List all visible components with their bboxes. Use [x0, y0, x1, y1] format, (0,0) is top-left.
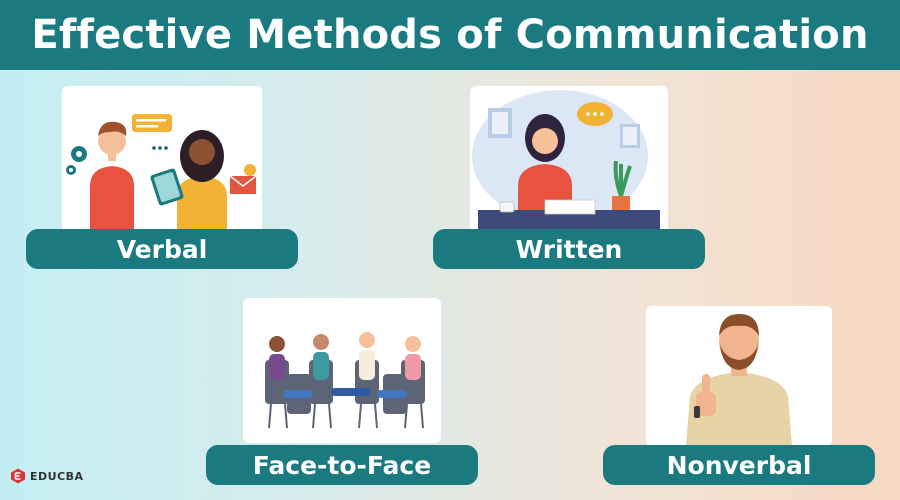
two-people-talking-illustration: [66, 114, 257, 236]
logo-text: EDUCBA: [30, 469, 84, 483]
method-pill-nonverbal: Nonverbal: [603, 445, 875, 485]
method-pill-written: Written: [433, 229, 705, 269]
woman-writing-at-desk-illustration: [472, 90, 660, 232]
page-title: Effective Methods of Communication: [31, 12, 869, 58]
page-header: Effective Methods of Communication: [0, 0, 900, 70]
method-pill-verbal: Verbal: [26, 229, 298, 269]
group-meeting-in-circle-illustration: [265, 332, 425, 429]
written-illustration-card: [470, 86, 668, 232]
face-to-face-illustration-card: [243, 298, 441, 443]
method-pill-face-to-face: Face-to-Face: [206, 445, 478, 485]
educba-logo-icon: [11, 468, 25, 484]
man-thumbs-up-illustration: [686, 314, 792, 446]
educba-logo: EDUCBA: [10, 468, 84, 484]
verbal-illustration-card: [62, 86, 262, 236]
nonverbal-illustration-card: [646, 306, 832, 446]
